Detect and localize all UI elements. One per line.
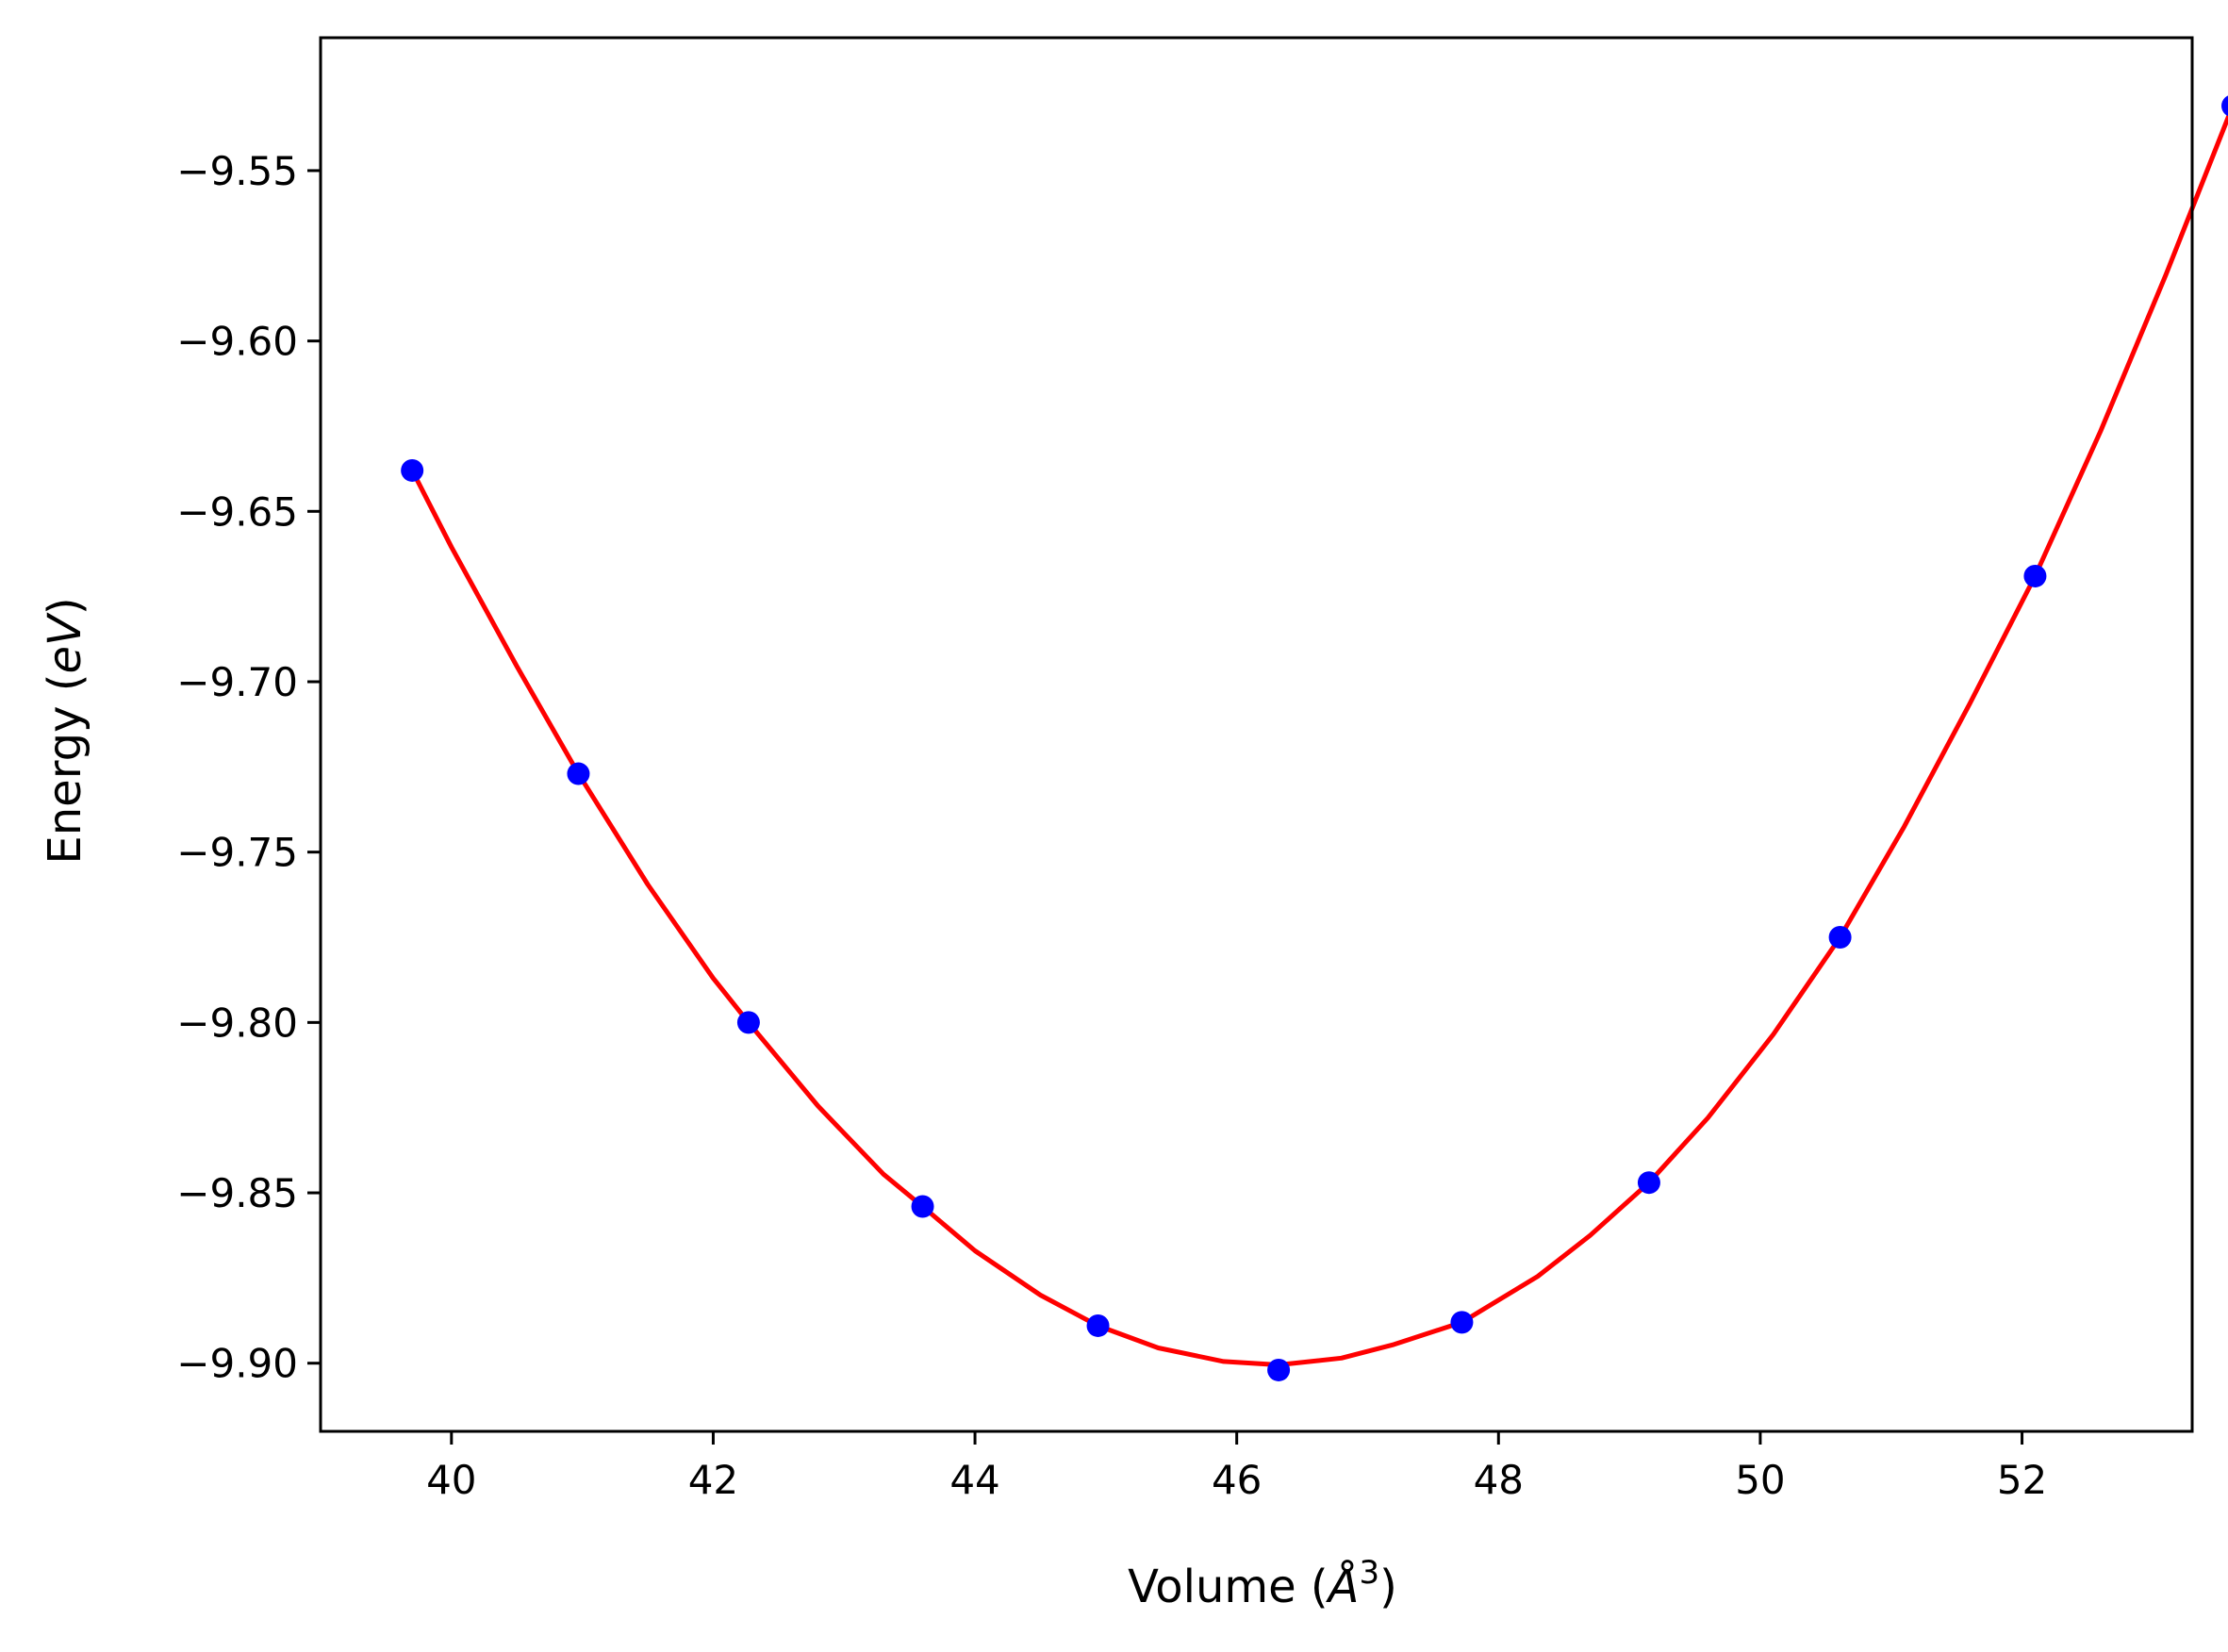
x-axis-label-suffix: )	[1379, 1561, 1397, 1613]
y-tick-label: −9.55	[176, 148, 298, 194]
x-tick-label: 52	[1997, 1457, 2047, 1503]
data-point	[736, 1011, 760, 1034]
plot-layer	[401, 95, 2228, 1381]
x-axis-label-exponent: 3	[1359, 1554, 1379, 1592]
x-tick-label: 44	[949, 1457, 999, 1503]
y-tick-label: −9.75	[176, 830, 298, 876]
data-point	[1086, 1313, 1110, 1337]
y-tick-label: −9.80	[176, 999, 298, 1046]
x-axis-label-prefix: Volume (	[1128, 1561, 1329, 1613]
data-point	[401, 458, 424, 482]
y-axis-label-suffix: )	[39, 597, 91, 615]
data-point	[1828, 926, 1852, 950]
data-point	[911, 1195, 934, 1218]
x-tick-label: 42	[688, 1457, 738, 1503]
x-axis-label-unit: Å	[1326, 1560, 1360, 1613]
y-tick-label: −9.60	[176, 319, 298, 365]
data-point	[567, 762, 590, 785]
y-axis-label-unit: eV	[39, 612, 91, 674]
x-tick-label: 46	[1212, 1457, 1262, 1503]
data-point	[1637, 1171, 1660, 1195]
y-tick-label: −9.90	[176, 1341, 298, 1387]
data-point	[2023, 564, 2047, 587]
x-ticks: 4042444648505254	[426, 1431, 2047, 1503]
y-axis-label: Energy (eV)	[39, 597, 91, 864]
y-axis-label-prefix: Energy (	[39, 674, 91, 865]
y-ticks: −9.90 −9.85 −9.80 −9.75 −9.70 −9.65 −9.60 −9.55	[176, 148, 321, 1387]
x-axis-label: Volume (Å3)	[1128, 1554, 1397, 1613]
x-tick-label: 40	[426, 1457, 476, 1503]
x-tick-label: 50	[1735, 1457, 1785, 1503]
data-point	[2221, 95, 2228, 117]
data-point	[1450, 1311, 1474, 1334]
y-tick-label: −9.85	[176, 1170, 298, 1216]
y-tick-label: −9.65	[176, 488, 298, 535]
data-point	[1267, 1358, 1291, 1381]
plot-frame	[319, 36, 2194, 1433]
x-tick-label: 48	[1474, 1457, 1524, 1503]
y-tick-label: −9.70	[176, 659, 298, 705]
